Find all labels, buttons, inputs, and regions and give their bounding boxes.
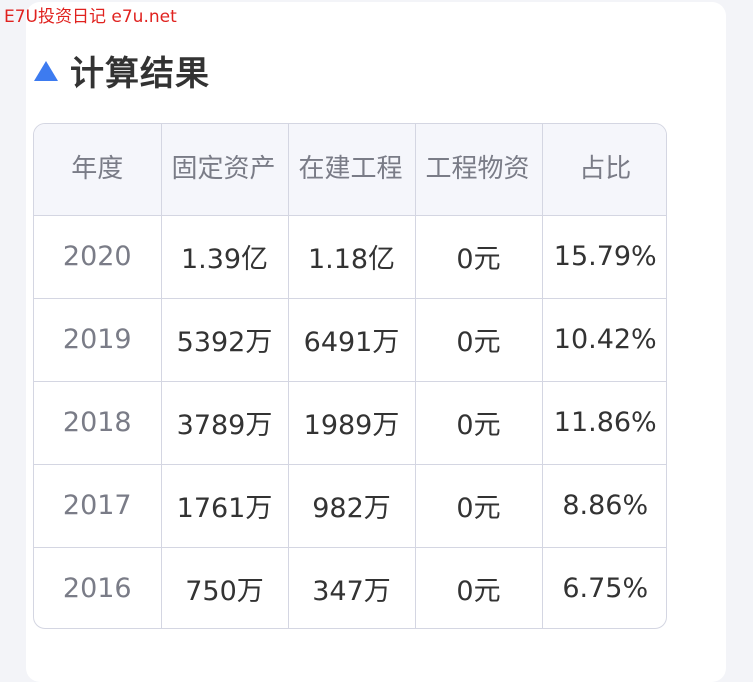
cell-construction: 1.18亿 (288, 215, 416, 299)
cell-construction: 1989万 (288, 381, 416, 465)
cell-ratio: 10.42% (542, 298, 666, 382)
cell-fixed-assets: 1.39亿 (161, 215, 289, 299)
watermark: E7U投资日记 e7u.net (4, 7, 177, 27)
cell-ratio: 11.86% (542, 381, 666, 465)
header-ratio: 占比 (542, 124, 666, 216)
triangle-up-icon (34, 61, 58, 81)
cell-materials: 0元 (415, 464, 543, 548)
cell-year: 2018 (34, 381, 162, 465)
header-engineering-materials: 工程物资 (415, 124, 543, 216)
table-row: 2019 5392万 6491万 0元 10.42% (34, 298, 666, 382)
cell-year: 2020 (34, 215, 162, 299)
cell-construction: 982万 (288, 464, 416, 548)
cell-materials: 0元 (415, 547, 543, 628)
header-fixed-assets: 固定资产 (161, 124, 289, 216)
cell-construction: 6491万 (288, 298, 416, 382)
cell-year: 2016 (34, 547, 162, 628)
cell-materials: 0元 (415, 298, 543, 382)
table-header-row: 年度 固定资产 在建工程 工程物资 占比 (34, 124, 666, 216)
cell-fixed-assets: 5392万 (161, 298, 289, 382)
table-row: 2016 750万 347万 0元 6.75% (34, 547, 666, 628)
cell-ratio: 6.75% (562, 573, 649, 605)
cell-materials: 0元 (415, 381, 543, 465)
section-title: 计算结果 (70, 53, 210, 94)
header-year: 年度 (34, 124, 162, 216)
cell-materials: 0元 (415, 215, 543, 299)
cell-fixed-assets: 3789万 (161, 381, 289, 465)
table-row: 2020 1.39亿 1.18亿 0元 15.79% (34, 215, 666, 299)
cell-ratio: 8.86% (542, 464, 666, 548)
cell-construction: 347万 (288, 547, 416, 628)
cell-fixed-assets: 750万 (161, 547, 289, 628)
table-row: 2017 1761万 982万 0元 8.86% (34, 464, 666, 548)
cell-ratio: 15.79% (542, 215, 666, 299)
header-construction-in-progress: 在建工程 (288, 124, 416, 216)
table-row: 2018 3789万 1989万 0元 11.86% (34, 381, 666, 465)
cell-year: 2017 (34, 464, 162, 548)
cell-year: 2019 (34, 298, 162, 382)
cell-fixed-assets: 1761万 (161, 464, 289, 548)
result-table: 年度 固定资产 在建工程 工程物资 占比 2020 1.39亿 1.18亿 0元… (33, 123, 667, 629)
section-header: 计算结果 (34, 48, 210, 94)
